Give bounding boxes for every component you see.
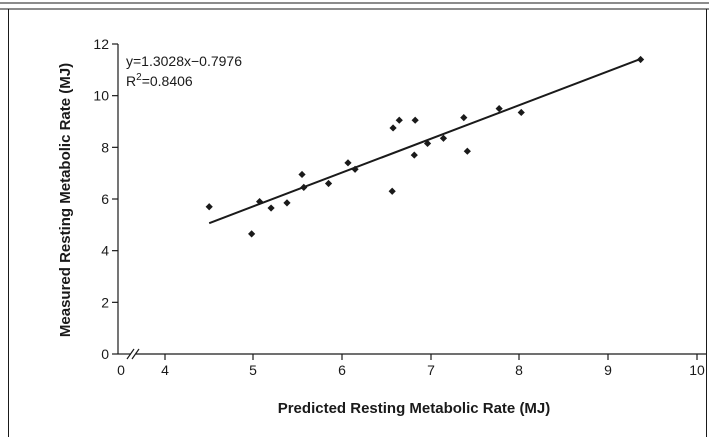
data-point xyxy=(389,124,397,132)
fit-line-group xyxy=(208,57,641,225)
y-axis-title: Measured Resting Metabolic Rate (MJ) xyxy=(57,63,74,337)
data-point xyxy=(344,159,352,167)
y-tick-label: 10 xyxy=(93,88,109,104)
y-tick-label: 6 xyxy=(101,191,109,207)
x-tick-label: 6 xyxy=(338,362,346,378)
data-point xyxy=(248,230,256,238)
data-point xyxy=(636,55,645,64)
x-tick-label: 9 xyxy=(604,362,612,378)
data-point xyxy=(460,114,468,122)
x-tick-label: 0 xyxy=(117,362,125,378)
y-tick-label: 12 xyxy=(93,36,109,52)
axis-break-mark xyxy=(131,348,140,360)
x-tick-label: 5 xyxy=(249,362,257,378)
x-ticks: 0 4 5 6 7 8 9 10 xyxy=(117,354,705,378)
scatter-points xyxy=(205,55,645,238)
fit-line xyxy=(208,57,641,225)
axis-break-mark xyxy=(126,348,135,360)
data-point xyxy=(388,187,396,195)
data-point xyxy=(351,165,359,173)
data-point xyxy=(298,170,306,179)
x-tick-label: 4 xyxy=(161,362,169,378)
data-point xyxy=(411,116,419,124)
x-tick-label: 10 xyxy=(689,362,705,378)
data-point xyxy=(463,147,471,155)
y-tick-label: 0 xyxy=(101,346,109,362)
data-point xyxy=(517,108,525,117)
x-tick-label: 7 xyxy=(427,362,435,378)
axes xyxy=(117,44,706,360)
y-tick-label: 2 xyxy=(101,294,109,310)
data-point xyxy=(495,104,503,113)
y-tick-label: 8 xyxy=(101,139,109,155)
data-point xyxy=(300,183,308,191)
data-point xyxy=(283,199,291,207)
x-axis-title: Predicted Resting Metabolic Rate (MJ) xyxy=(278,400,551,417)
data-point xyxy=(395,116,403,124)
data-point xyxy=(267,204,275,212)
data-point xyxy=(324,179,333,188)
regression-equation: y=1.3028x−0.7976 xyxy=(126,53,242,69)
y-ticks: 0 2 4 6 8 10 12 xyxy=(93,36,118,362)
data-point xyxy=(410,151,418,159)
r-squared: R2=0.8406 xyxy=(126,72,193,89)
data-point xyxy=(423,139,432,148)
data-point xyxy=(205,203,213,211)
x-tick-label: 8 xyxy=(515,362,523,378)
y-tick-label: 4 xyxy=(101,243,109,259)
data-point xyxy=(439,134,448,142)
data-point xyxy=(255,197,264,206)
